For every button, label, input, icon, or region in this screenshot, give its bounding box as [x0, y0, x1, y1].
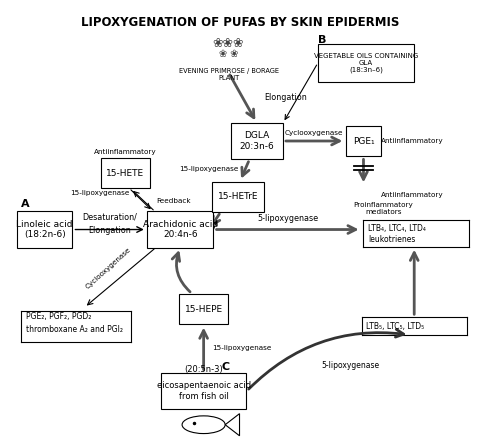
- Text: Arachidonic acid
20:4n-6: Arachidonic acid 20:4n-6: [143, 220, 218, 239]
- Text: PGE₁: PGE₁: [353, 136, 374, 146]
- Text: LIPOXYGENATION OF PUFAS BY SKIN EPIDERMIS: LIPOXYGENATION OF PUFAS BY SKIN EPIDERMI…: [81, 16, 399, 29]
- Text: 15-HETE: 15-HETE: [106, 169, 144, 178]
- Text: Antiinflammatory: Antiinflammatory: [381, 192, 444, 198]
- Text: Linoleic acid
(18:2n-6): Linoleic acid (18:2n-6): [16, 220, 73, 239]
- Text: ❀❀❀: ❀❀❀: [213, 37, 244, 50]
- Text: thromboxane A₂ and PGI₂: thromboxane A₂ and PGI₂: [25, 325, 122, 333]
- Text: C: C: [222, 362, 230, 372]
- Text: Feedback: Feedback: [156, 198, 191, 204]
- Text: Cyclooxygenase: Cyclooxygenase: [285, 130, 343, 136]
- Text: DGLA
20:3n-6: DGLA 20:3n-6: [240, 131, 274, 151]
- Text: Antiinflammatory: Antiinflammatory: [94, 149, 156, 155]
- Text: Elongation: Elongation: [264, 93, 307, 102]
- Text: Cyclooxygenase: Cyclooxygenase: [84, 247, 132, 290]
- Ellipse shape: [182, 416, 225, 434]
- Text: leukotrienes: leukotrienes: [368, 235, 416, 244]
- Text: 15-lipoxygenase: 15-lipoxygenase: [71, 190, 130, 196]
- Text: B: B: [318, 35, 326, 45]
- Text: 5-lipoxygenase: 5-lipoxygenase: [321, 361, 379, 370]
- FancyBboxPatch shape: [179, 294, 228, 324]
- Text: Proinflammatory
mediators: Proinflammatory mediators: [354, 202, 413, 215]
- Text: LTB₅, LTC₅, LTD₅: LTB₅, LTC₅, LTD₅: [366, 321, 425, 330]
- Text: EVENING PRIMROSE / BORAGE
PLANT: EVENING PRIMROSE / BORAGE PLANT: [179, 68, 278, 81]
- Text: A: A: [21, 198, 29, 209]
- Text: Antiinflammatory: Antiinflammatory: [381, 138, 444, 143]
- Text: LTB₄, LTC₄, LTD₄: LTB₄, LTC₄, LTD₄: [368, 224, 426, 233]
- Text: (20:5n-3): (20:5n-3): [184, 365, 223, 374]
- Text: ❀ ❀: ❀ ❀: [219, 49, 238, 59]
- FancyBboxPatch shape: [101, 158, 150, 188]
- Text: 5-lipoxygenase: 5-lipoxygenase: [257, 214, 318, 223]
- Text: 15-lipoxygenase: 15-lipoxygenase: [179, 166, 239, 172]
- Text: 15-HEPE: 15-HEPE: [185, 305, 223, 314]
- FancyBboxPatch shape: [161, 373, 246, 409]
- Text: VEGETABLE OILS CONTAINING
GLA
(18:3n–6): VEGETABLE OILS CONTAINING GLA (18:3n–6): [314, 53, 418, 73]
- Text: 15-HETrE: 15-HETrE: [218, 192, 258, 201]
- FancyBboxPatch shape: [212, 182, 264, 212]
- Text: Desaturation/: Desaturation/: [83, 212, 137, 221]
- Text: Elongation: Elongation: [88, 226, 131, 235]
- FancyBboxPatch shape: [17, 211, 72, 248]
- FancyBboxPatch shape: [231, 123, 283, 159]
- Text: 15-lipoxygenase: 15-lipoxygenase: [212, 345, 272, 351]
- Polygon shape: [225, 414, 240, 436]
- FancyBboxPatch shape: [147, 211, 213, 248]
- Text: eicosapentaenoic acid
from fish oil: eicosapentaenoic acid from fish oil: [156, 381, 251, 401]
- FancyBboxPatch shape: [318, 44, 414, 82]
- Text: PGE₂, PGF₂, PGD₂: PGE₂, PGF₂, PGD₂: [25, 312, 91, 321]
- FancyBboxPatch shape: [346, 126, 381, 156]
